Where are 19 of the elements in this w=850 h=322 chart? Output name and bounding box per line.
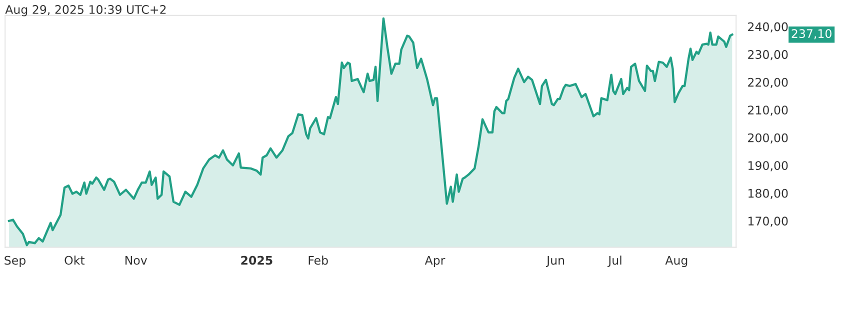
- text: 237,10: [792, 29, 832, 40]
- x-tick-label: Nov: [125, 256, 148, 265]
- x-tick-label: Aug: [665, 256, 688, 268]
- y-tick-label: 200,00: [748, 133, 788, 144]
- x-tick-label: Jul: [608, 256, 622, 267]
- x-tick-label: Apr: [424, 256, 446, 268]
- x-tick-label: Jun: [546, 256, 564, 267]
- y-tick-label: 230,00: [748, 50, 788, 60]
- chart-title: Aug 29, 2025 10:39 UTC+2: [5, 5, 166, 16]
- x-tick-label: Sep: [4, 256, 26, 268]
- x-tick-label: Okt: [64, 256, 85, 265]
- y-tick-label: 190,00: [748, 161, 788, 172]
- y-tick-label: 170,00: [748, 216, 788, 227]
- y-tick-label: 240,00: [748, 22, 788, 32]
- y-tick-label: 180,00: [748, 188, 788, 200]
- x-tick-label: Feb: [308, 256, 328, 265]
- x-tick-label: 2025: [241, 256, 272, 265]
- y-tick-label: 220,00: [748, 78, 788, 88]
- y-tick-label: 210,00: [748, 106, 788, 116]
